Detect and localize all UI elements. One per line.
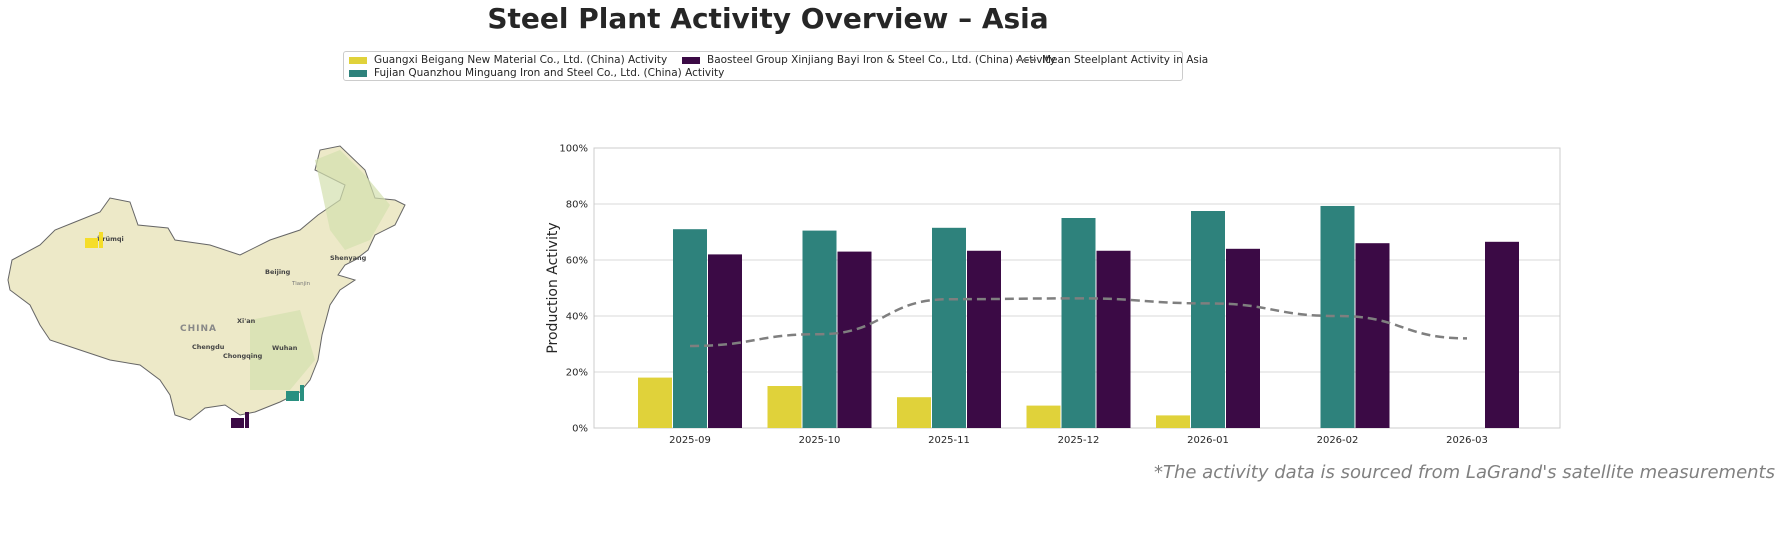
legend-label: Fujian Quanzhou Minguang Iron and Steel … bbox=[374, 67, 725, 79]
bar-2025-10-s1 bbox=[802, 230, 837, 428]
factory-icon[interactable] bbox=[286, 385, 304, 401]
y-tick-label: 60% bbox=[566, 256, 588, 267]
factory-icon[interactable] bbox=[85, 232, 103, 248]
city-wuhan: Wuhan bbox=[272, 344, 298, 352]
bar-2025-10-s2 bbox=[837, 251, 872, 428]
y-tick-label: 0% bbox=[572, 424, 588, 435]
legend-label: Mean Steelplant Activity in Asia bbox=[1042, 54, 1209, 66]
legend-item-baosteel: Baosteel Group Xinjiang Bayi Iron & Stee… bbox=[682, 54, 1056, 66]
bar-2025-11-s1 bbox=[932, 227, 966, 428]
bar-2025-10-s0 bbox=[767, 386, 802, 428]
bar-2026-02-s2 bbox=[1355, 243, 1390, 428]
y-axis-label: Production Activity bbox=[545, 222, 561, 353]
bar-2026-02-s1 bbox=[1320, 205, 1355, 428]
legend: Guangxi Beigang New Material Co., Ltd. (… bbox=[343, 51, 1208, 81]
legend-swatch bbox=[682, 56, 700, 64]
terrain-green bbox=[250, 150, 390, 390]
bar-2025-12-s0 bbox=[1026, 405, 1061, 428]
legend-label: Guangxi Beigang New Material Co., Ltd. (… bbox=[374, 54, 668, 66]
x-tick-label: 2026-03 bbox=[1446, 435, 1488, 446]
bar-2026-01-s0 bbox=[1156, 415, 1190, 428]
city-chengdu: Chengdu bbox=[192, 343, 225, 351]
x-tick-label: 2025-09 bbox=[669, 435, 711, 446]
legend-swatch bbox=[349, 69, 367, 77]
page-title: Steel Plant Activity Overview – Asia bbox=[487, 2, 1049, 35]
bar-2025-09-s2 bbox=[708, 254, 742, 428]
bar-2026-01-s1 bbox=[1191, 211, 1225, 428]
y-tick-label: 20% bbox=[566, 368, 588, 379]
city-chongqing: Chongqing bbox=[223, 352, 263, 360]
legend-item-mean: Mean Steelplant Activity in Asia bbox=[1016, 54, 1208, 66]
legend-item-fujian: Fujian Quanzhou Minguang Iron and Steel … bbox=[349, 67, 724, 79]
bar-2025-11-s0 bbox=[897, 397, 931, 428]
factory-icon[interactable] bbox=[231, 412, 249, 428]
legend-swatch bbox=[349, 56, 367, 64]
footnote: *The activity data is sourced from LaGra… bbox=[1153, 462, 1775, 483]
x-tick-label: 2026-01 bbox=[1187, 435, 1229, 446]
bar-2026-01-s2 bbox=[1226, 248, 1260, 428]
bar-2025-09-s1 bbox=[673, 229, 707, 428]
legend-item-guangxi: Guangxi Beigang New Material Co., Ltd. (… bbox=[349, 54, 667, 66]
bar-2025-11-s2 bbox=[967, 250, 1001, 428]
legend-dash bbox=[1016, 59, 1036, 61]
x-tick-label: 2026-02 bbox=[1317, 435, 1359, 446]
legend-label: Baosteel Group Xinjiang Bayi Iron & Stee… bbox=[707, 54, 1056, 66]
y-tick-label: 40% bbox=[566, 312, 588, 323]
bar-2025-09-s0 bbox=[638, 377, 672, 428]
city-xian: Xi'an bbox=[237, 317, 256, 325]
mean-line bbox=[689, 297, 1468, 348]
x-tick-label: 2025-11 bbox=[928, 435, 970, 446]
city-shenyang: Shenyang bbox=[330, 254, 367, 262]
bar-2025-12-s2 bbox=[1096, 250, 1131, 428]
country-label: CHINA bbox=[180, 324, 217, 334]
bar-2026-03-s2 bbox=[1485, 241, 1519, 428]
map: Ürümqi Beijing Shenyang Xi'an Chengdu Ch… bbox=[7, 145, 406, 428]
y-tick-label: 80% bbox=[566, 200, 588, 211]
x-tick-label: 2025-12 bbox=[1058, 435, 1100, 446]
city-tianjin: Tianjin bbox=[291, 281, 311, 287]
x-tick-label: 2025-10 bbox=[799, 435, 841, 446]
y-tick-label: 100% bbox=[559, 144, 588, 155]
city-urumqi: Ürümqi bbox=[97, 234, 124, 243]
bar-2025-12-s1 bbox=[1061, 218, 1096, 428]
city-beijing: Beijing bbox=[265, 268, 291, 276]
